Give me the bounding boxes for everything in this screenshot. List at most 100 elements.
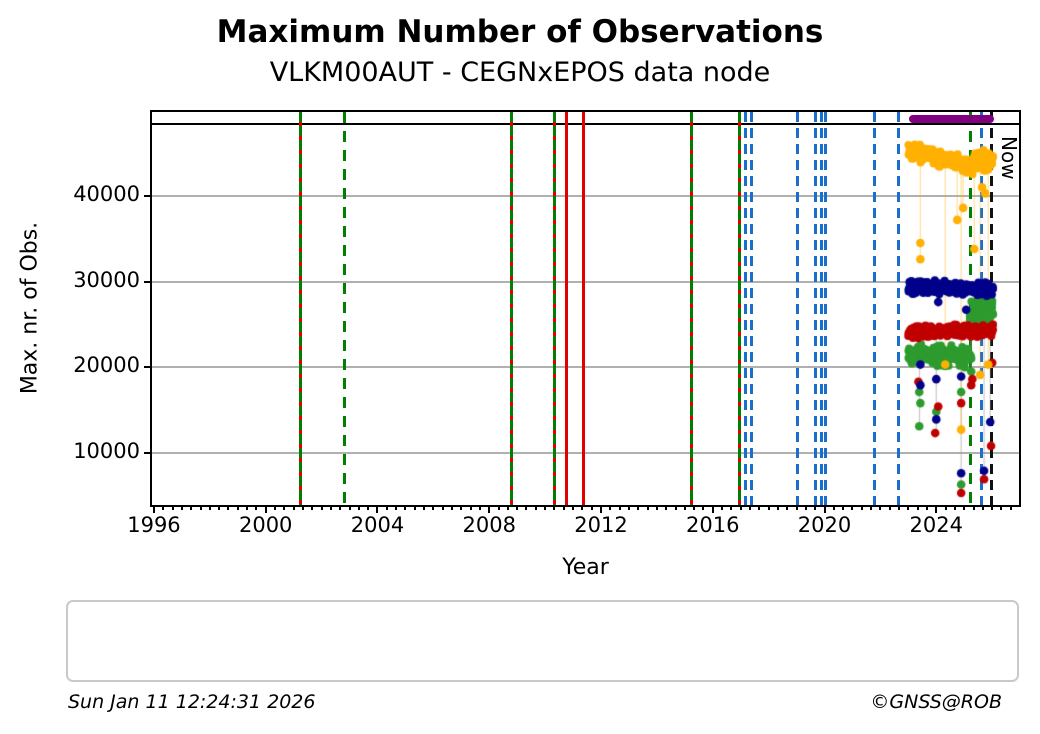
x-minor-tick <box>450 505 453 510</box>
x-minor-tick <box>879 505 882 510</box>
x-minor-tick <box>804 505 807 510</box>
x-major-tick <box>823 505 826 513</box>
x-minor-tick <box>469 505 472 510</box>
x-minor-tick <box>544 505 547 510</box>
x-tick-label: 2012 <box>574 513 628 537</box>
y-major-tick <box>144 451 152 454</box>
x-minor-tick <box>227 505 230 510</box>
x-minor-tick <box>301 505 304 510</box>
x-minor-tick <box>1009 505 1012 510</box>
scatter-canvas <box>152 112 1019 505</box>
x-minor-tick <box>478 505 481 510</box>
x-minor-tick <box>627 505 630 510</box>
x-minor-tick <box>404 505 407 510</box>
x-minor-tick <box>311 505 314 510</box>
timestamp-text: Sun Jan 11 12:24:31 2026 <box>68 691 316 713</box>
x-minor-tick <box>898 505 901 510</box>
x-tick-label: 1996 <box>127 513 181 537</box>
x-minor-tick <box>395 505 398 510</box>
x-minor-tick <box>618 505 621 510</box>
y-tick-label: 30000 <box>73 267 140 292</box>
chart-subtitle: VLKM00AUT - CEGNxEPOS data node <box>269 57 771 88</box>
x-axis-label: Year <box>562 555 609 580</box>
x-minor-tick <box>981 505 984 510</box>
x-tick-label: 2016 <box>686 513 740 537</box>
x-minor-tick <box>832 505 835 510</box>
chart-title: Maximum Number of Observations <box>216 14 824 50</box>
x-minor-tick <box>199 505 202 510</box>
x-minor-tick <box>860 505 863 510</box>
x-tick-label: 2024 <box>909 513 963 537</box>
y-tick-label: 10000 <box>73 438 140 463</box>
x-tick-label: 2000 <box>238 513 293 537</box>
copyright-text: ©GNSS@ROB <box>870 691 1002 713</box>
x-minor-tick <box>758 505 761 510</box>
x-minor-tick <box>339 505 342 510</box>
y-major-tick <box>144 366 152 369</box>
x-minor-tick <box>190 505 193 510</box>
plot-area: Now <box>150 110 1021 507</box>
legend-box: BDS GLO GPS RINEX2 RINEX3 RINEX4 GAL <box>66 600 1019 682</box>
x-minor-tick <box>460 505 463 510</box>
x-minor-tick <box>236 505 239 510</box>
x-minor-tick <box>581 505 584 510</box>
x-minor-tick <box>246 505 249 510</box>
x-minor-tick <box>609 505 612 510</box>
x-minor-tick <box>516 505 519 510</box>
x-minor-tick <box>171 505 174 510</box>
x-major-tick <box>488 505 491 513</box>
x-major-tick <box>600 505 602 513</box>
x-minor-tick <box>693 505 696 510</box>
x-minor-tick <box>842 505 845 510</box>
x-minor-tick <box>255 505 258 510</box>
x-minor-tick <box>367 505 370 510</box>
x-minor-tick <box>702 505 705 510</box>
x-tick-label: 2020 <box>797 513 852 537</box>
x-minor-tick <box>870 505 873 510</box>
x-tick-label: 2008 <box>462 513 516 537</box>
x-major-tick <box>711 505 714 513</box>
x-minor-tick <box>721 505 724 510</box>
x-minor-tick <box>506 505 509 510</box>
x-minor-tick <box>972 505 975 510</box>
x-minor-tick <box>274 505 277 510</box>
x-minor-tick <box>665 505 668 510</box>
x-minor-tick <box>953 505 956 510</box>
x-minor-tick <box>683 505 686 510</box>
x-major-tick <box>152 505 155 513</box>
x-minor-tick <box>348 505 351 510</box>
x-minor-tick <box>497 505 500 510</box>
x-minor-tick <box>916 505 919 510</box>
x-minor-tick <box>888 505 891 510</box>
y-major-tick <box>144 194 152 197</box>
x-minor-tick <box>432 505 435 510</box>
x-minor-tick <box>925 505 928 510</box>
x-minor-tick <box>218 505 221 510</box>
x-minor-tick <box>525 505 528 510</box>
x-minor-tick <box>562 505 565 510</box>
x-minor-tick <box>283 505 286 510</box>
x-minor-tick <box>1000 505 1003 510</box>
x-minor-tick <box>674 505 677 510</box>
x-minor-tick <box>590 505 593 510</box>
x-minor-tick <box>385 505 388 510</box>
x-minor-tick <box>655 505 658 510</box>
x-minor-tick <box>553 505 556 510</box>
x-minor-tick <box>357 505 360 510</box>
y-tick-label: 20000 <box>73 353 140 378</box>
x-minor-tick <box>637 505 640 510</box>
x-minor-tick <box>572 505 575 510</box>
x-minor-tick <box>907 505 910 510</box>
x-minor-tick <box>646 505 649 510</box>
x-minor-tick <box>786 505 789 510</box>
y-tick-label: 40000 <box>73 181 140 206</box>
x-minor-tick <box>991 505 994 510</box>
x-minor-tick <box>320 505 323 510</box>
x-minor-tick <box>329 505 332 510</box>
x-minor-tick <box>208 505 211 510</box>
x-major-tick <box>376 505 379 513</box>
x-minor-tick <box>423 505 426 510</box>
x-major-tick <box>264 505 267 513</box>
x-minor-tick <box>441 505 444 510</box>
